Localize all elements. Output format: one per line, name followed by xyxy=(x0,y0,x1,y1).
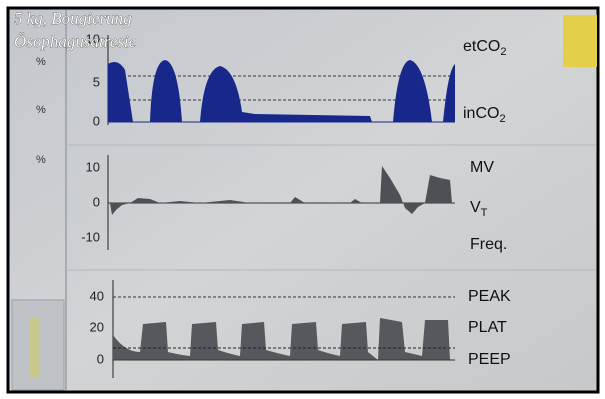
curve-label: etCO2 xyxy=(463,38,506,58)
tick-label: 0 xyxy=(97,351,104,366)
tick-label: 0 xyxy=(93,194,100,209)
curve-label: PEEP xyxy=(468,351,511,368)
tick-label: 10 xyxy=(86,159,100,174)
yellow-indicator xyxy=(563,15,597,67)
unit-label: % xyxy=(36,154,46,166)
tick-label: 40 xyxy=(90,288,104,303)
caption-line: 5 kg, Bougierung xyxy=(14,9,132,28)
tick-label: 5 xyxy=(93,74,100,89)
caption-line: Ösophagusatresie xyxy=(14,32,137,51)
curve-label: PLAT xyxy=(468,319,507,336)
curve-label: Freq. xyxy=(470,236,507,253)
monitor-photo: 10 5 0 etCO2 inCO2 10 0 -10 MV VT Freq. … xyxy=(0,0,605,399)
unit-label: % xyxy=(36,56,46,68)
curve-label: inCO2 xyxy=(463,105,506,125)
tick-label: 0 xyxy=(93,113,100,128)
page: 10 5 0 etCO2 inCO2 10 0 -10 MV VT Freq. … xyxy=(0,0,605,399)
unit-label: % xyxy=(36,104,46,116)
curve-label: PEAK xyxy=(468,288,511,305)
tick-label: 20 xyxy=(90,319,104,334)
curve-label: MV xyxy=(470,159,494,176)
side-indicator xyxy=(30,318,40,378)
tick-label: -10 xyxy=(81,229,100,244)
